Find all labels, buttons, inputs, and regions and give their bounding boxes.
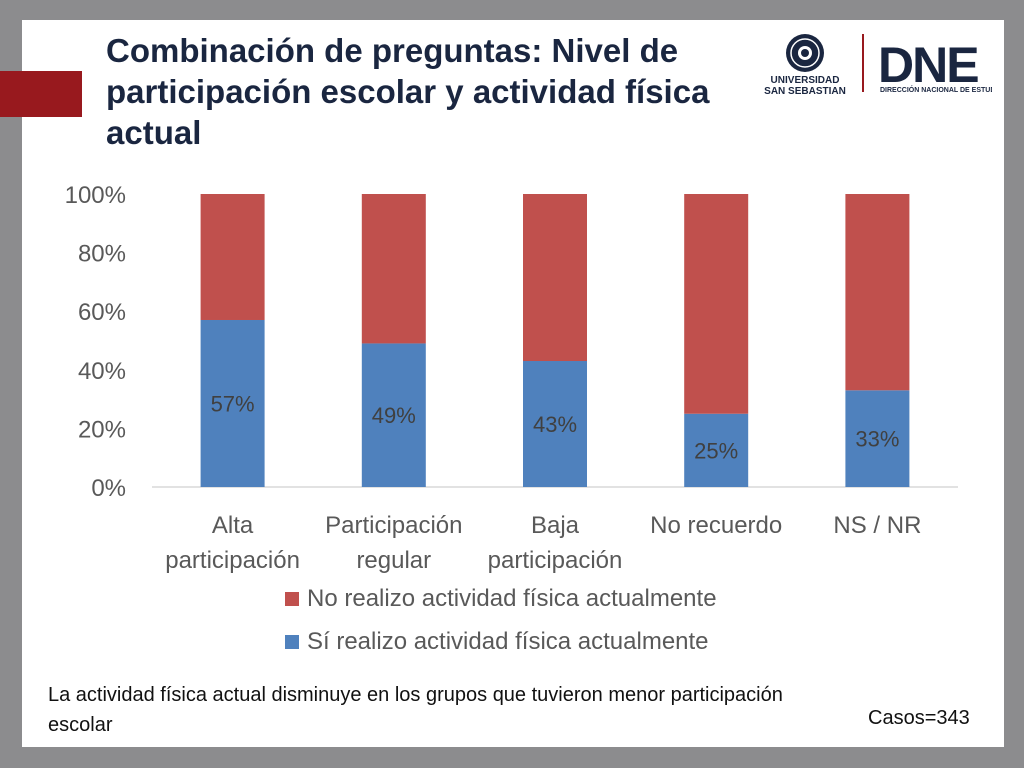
dne-mark-text: DNE: [878, 37, 978, 93]
dne-subtitle: DIRECCIÓN NACIONAL DE ESTUDIOS: [880, 85, 992, 94]
slide: [22, 20, 1004, 747]
x-category-label: No recuerdo: [650, 512, 782, 539]
bar-segment-no: [684, 194, 749, 414]
y-tick-label: 80%: [78, 241, 126, 268]
y-tick-label: 40%: [78, 358, 126, 385]
university-seal-icon: [786, 34, 824, 72]
bar-segment-si: [523, 361, 587, 487]
x-category-label: Baja: [531, 512, 580, 539]
y-tick-label: 0%: [91, 475, 126, 502]
x-category-label: Alta: [212, 512, 254, 539]
chart-note: La actividad física actual disminuye en …: [48, 684, 783, 736]
slide-title: Combinación de preguntas: Nivel de parti…: [106, 32, 710, 151]
legend-swatch: [285, 635, 299, 649]
bar-segment-si: [684, 413, 749, 487]
x-category-label: NS / NR: [833, 512, 921, 539]
y-tick-label: 60%: [78, 299, 126, 326]
bar-segment-si: [200, 319, 265, 487]
university-name-line2: SAN SEBASTIAN: [764, 86, 846, 97]
legend-label: No realizo actividad física actualmente: [307, 585, 717, 612]
data-label: 25%: [694, 438, 738, 463]
bar-segment-si: [361, 343, 426, 487]
x-category-label: participación: [165, 547, 300, 574]
bar-segment-no: [845, 194, 910, 391]
stacked-bar-chart: 0% 20% 40% 60% 80% 100% 57% Alta participación 49…: [65, 182, 958, 655]
logo-divider: [862, 34, 864, 92]
data-label: 57%: [211, 391, 255, 416]
x-category-label: participación: [488, 547, 623, 574]
cases-count: Casos=343: [868, 707, 970, 729]
dne-logo-mark: DNE DIRECCIÓN NACIONAL DE ESTUDIOS: [878, 37, 992, 94]
y-tick-label: 20%: [78, 416, 126, 443]
accent-bar: [0, 71, 82, 117]
logo-group: UNIVERSIDAD SAN SEBASTIAN DNE DIRECCIÓN …: [764, 34, 992, 97]
bar-segment-no: [361, 194, 426, 344]
x-category-label: regular: [356, 547, 431, 574]
university-name-line1: UNIVERSIDAD: [771, 75, 840, 86]
x-category-label: Participación: [325, 512, 462, 539]
legend-label: Sí realizo actividad física actualmente: [307, 628, 709, 655]
bar-segment-no: [200, 194, 265, 320]
bar-segment-no: [523, 194, 587, 362]
data-label: 49%: [372, 403, 416, 428]
legend-swatch: [285, 592, 299, 606]
bar-segment-si: [845, 390, 910, 487]
y-tick-label: 100%: [65, 182, 126, 209]
data-label: 33%: [855, 427, 899, 452]
data-label: 43%: [533, 412, 577, 437]
